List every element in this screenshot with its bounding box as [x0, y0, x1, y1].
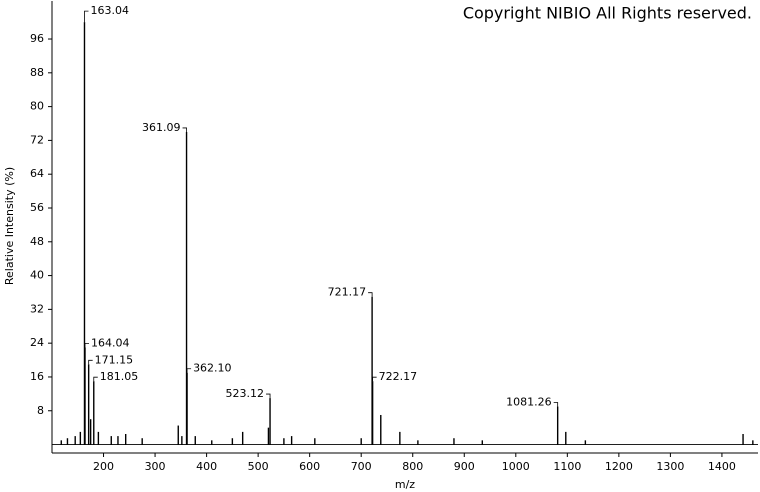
- peak-label: 361.09: [142, 121, 181, 134]
- x-tick-label: 300: [145, 460, 166, 473]
- y-tick-label: 32: [30, 302, 44, 315]
- y-tick-label: 16: [30, 370, 44, 383]
- label-leader: [266, 393, 271, 399]
- y-tick-label: 56: [30, 201, 44, 214]
- y-tick-label: 40: [30, 269, 44, 282]
- y-tick-label: 8: [37, 404, 44, 417]
- peak-label: 164.04: [91, 336, 130, 349]
- label-leader: [88, 359, 93, 365]
- x-tick-label: 1400: [708, 460, 736, 473]
- y-tick-label: 88: [30, 66, 44, 79]
- x-tick-label: 700: [351, 460, 372, 473]
- label-leader: [84, 342, 90, 348]
- x-tick-label: 900: [454, 460, 475, 473]
- y-tick-label: 96: [30, 32, 44, 45]
- peak-label: 1081.26: [506, 396, 552, 409]
- y-tick-label: 48: [30, 235, 44, 248]
- copyright: Copyright NIBIO All Rights reserved.: [463, 4, 752, 23]
- x-tick-label: 200: [93, 460, 114, 473]
- peak-label: 721.17: [328, 286, 367, 299]
- x-tick-label: 400: [196, 460, 217, 473]
- x-tick-label: 1300: [656, 460, 684, 473]
- y-tick-label: 80: [30, 100, 44, 113]
- y-axis-label: Relative Intensity (%): [3, 167, 16, 285]
- peak-label: 171.15: [95, 353, 134, 366]
- x-tick-label: 600: [299, 460, 320, 473]
- x-tick-label: 800: [402, 460, 423, 473]
- label-leader: [372, 376, 377, 382]
- peak-label: 722.17: [379, 370, 418, 383]
- label-leader: [368, 292, 373, 297]
- peak-label: 362.10: [193, 362, 232, 375]
- y-tick-label: 24: [30, 336, 44, 349]
- peak-label: 163.04: [90, 4, 128, 17]
- x-tick-label: 500: [248, 460, 269, 473]
- label-leader: [84, 10, 89, 23]
- peak-label: 181.05: [100, 370, 138, 383]
- x-tick-label: 1000: [502, 460, 530, 473]
- peak-label: 523.12: [226, 387, 265, 400]
- x-tick-label: 1200: [605, 460, 633, 473]
- x-axis-label: m/z: [395, 478, 415, 491]
- y-tick-label: 72: [30, 133, 44, 146]
- label-leader: [186, 368, 192, 373]
- y-tick-label: 64: [30, 167, 44, 180]
- label-leader: [553, 402, 559, 407]
- x-tick-label: 1100: [553, 460, 581, 473]
- label-leader: [182, 127, 187, 132]
- label-leader: [93, 376, 98, 382]
